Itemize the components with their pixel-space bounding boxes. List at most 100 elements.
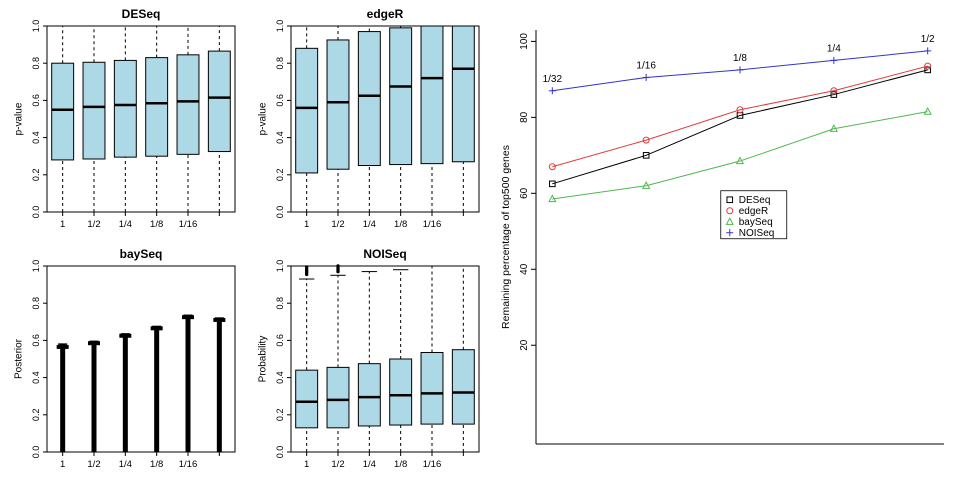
fraction-annotation: 1/8 (733, 53, 747, 64)
x-tick-label: 1/16 (423, 219, 442, 230)
y-tick-label: 0.6 (31, 334, 41, 347)
box (216, 318, 222, 452)
outlier-point (336, 264, 340, 268)
y-tick-label: 0.8 (31, 297, 41, 310)
deseq-boxplot-panel: DESeq p-value 0.0 0.2 0.4 0.6 0.8 1.0 1 1/2 1/4 1… (10, 6, 244, 240)
circle-marker (736, 106, 744, 114)
noiseq-y-axis-label: Probability (257, 335, 269, 383)
bayseq-boxplot-panel: baySeq Posterior 0.0 0.2 0.4 0.6 0.8 1.0 1 1/2 1… (10, 246, 244, 480)
y-tick-label: 0.0 (31, 446, 41, 459)
y-tick-label: 0.4 (275, 131, 285, 144)
x-tick-label: 1/2 (331, 219, 344, 230)
edger-y-axis-label: p-value (257, 102, 269, 136)
x-tick-label: 1/4 (363, 459, 376, 470)
y-tick-label: 100 (519, 33, 530, 50)
outlier-point (304, 265, 309, 269)
edger-boxplot-chart: 0.0 0.2 0.4 0.6 0.8 1.0 1 1/2 1/4 1/8 1/16 (275, 20, 480, 230)
edger-boxplot-panel: edgeR p-value 0.0 0.2 0.4 0.6 0.8 1.0 1 1/2 1/4 1… (254, 6, 488, 240)
y-tick-label: 0.2 (31, 169, 41, 182)
box (207, 50, 231, 153)
edger-title: edgeR (366, 7, 404, 21)
y-tick-label: 60 (519, 187, 530, 199)
x-tick-label: 1/2 (331, 459, 344, 470)
y-tick-label: 0.2 (31, 409, 41, 422)
box (60, 344, 66, 452)
legend-box (720, 190, 788, 240)
y-tick-label: 0.6 (275, 94, 285, 107)
box (357, 363, 381, 427)
median (182, 315, 194, 320)
x-tick-label: 1/4 (363, 219, 376, 230)
median (56, 344, 69, 349)
y-tick-label: 0.0 (275, 206, 285, 219)
y-tick-label: 0.4 (31, 371, 41, 384)
box (176, 54, 200, 155)
circle-marker (726, 207, 734, 215)
square-marker (726, 196, 734, 204)
x-tick-label: 1/16 (179, 219, 198, 230)
box (389, 358, 413, 426)
box (145, 57, 169, 157)
y-tick-label: 0.4 (31, 131, 41, 144)
y-tick-label: 0.8 (31, 57, 41, 70)
triangle-marker (642, 181, 651, 189)
bayseq-boxplot-chart: 0.0 0.2 0.4 0.6 0.8 1.0 1 1/2 1/4 1/8 1/16 (31, 260, 236, 470)
noiseq-boxplot-chart: 0.0 0.2 0.4 0.6 0.8 1.0 1 1/2 1/4 1/8 1/16 (275, 260, 480, 470)
x-tick-label: 1/16 (423, 459, 442, 470)
box (420, 25, 444, 165)
x-tick-label: 1/8 (394, 219, 407, 230)
fraction-annotation: 1/4 (827, 43, 841, 54)
box (389, 27, 413, 166)
x-tick-label: 1/4 (119, 459, 132, 470)
x-tick-label: 1/8 (150, 459, 163, 470)
box (122, 333, 128, 452)
box (154, 326, 160, 452)
bayseq-y-axis-label: Posterior (13, 338, 25, 380)
median (119, 333, 132, 338)
y-tick-label: 0.6 (275, 334, 285, 347)
bayseq-title: baySeq (119, 247, 163, 261)
plot-border (46, 265, 236, 453)
deseq-title: DESeq (121, 7, 161, 21)
noiseq-title: NOISeq (363, 247, 407, 261)
fraction-annotation: 1/32 (543, 74, 563, 85)
square-marker (549, 180, 556, 188)
deseq-series-line (552, 69, 928, 185)
triangle-marker (829, 124, 838, 132)
median (213, 317, 226, 322)
edger-series-line (552, 65, 928, 168)
line-chart-y-axis-label: Remaining percentage of top500 genes (500, 145, 512, 329)
box (82, 61, 106, 160)
box (357, 31, 381, 166)
x-tick-label: 1 (304, 219, 309, 230)
remaining-percentage-line-chart: 20 40 60 80 100 1/32 1/16 1/8 1/4 1/2 DESeqedgeRba… (519, 30, 944, 445)
square-marker (924, 66, 931, 74)
box (451, 349, 475, 425)
legend-label: edgeR (739, 206, 768, 217)
x-tick-label: 1/2 (87, 459, 100, 470)
y-tick-label: 80 (519, 111, 530, 123)
circle-marker (924, 62, 932, 70)
plot-border (46, 25, 236, 213)
square-marker (830, 91, 838, 98)
x-tick-label: 1/8 (150, 219, 163, 230)
y-tick-label: 0.4 (275, 371, 285, 384)
x-tick-label: 1 (60, 459, 65, 470)
triangle-marker (735, 156, 745, 165)
y-tick-label: 0.8 (275, 57, 285, 70)
triangle-marker (725, 217, 734, 225)
x-tick-label: 1/4 (119, 219, 132, 230)
bayseq-series-line (552, 111, 928, 200)
y-tick-label: 0.2 (275, 169, 285, 182)
x-tick-label: 1 (60, 219, 65, 230)
box (91, 341, 97, 452)
box (420, 351, 444, 425)
triangle-marker (548, 194, 557, 203)
y-tick-label: 20 (519, 339, 530, 351)
y-tick-label: 1.0 (31, 20, 41, 33)
fraction-annotation: 1/16 (636, 60, 656, 71)
remaining-percentage-panel: Remaining percentage of top500 genes 20 4… (492, 12, 958, 470)
y-tick-label: 40 (519, 263, 530, 275)
box (326, 39, 350, 170)
